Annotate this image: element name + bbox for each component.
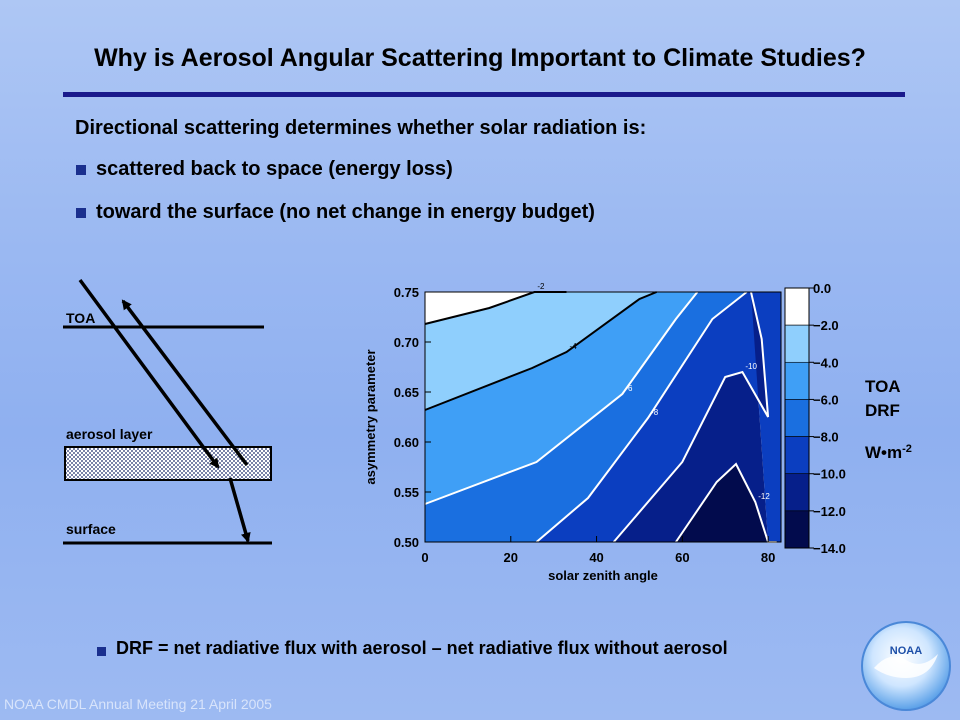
colorbar-title-line-1: TOA <box>865 377 901 396</box>
y-tick-label: 0.60 <box>394 435 419 450</box>
plot-area: -2 -4 -6 -8 -10 -12 <box>424 282 782 543</box>
title-underline <box>63 92 905 97</box>
bullet-text-2: toward the surface (no net change in ene… <box>96 201 595 223</box>
contour-line <box>424 291 699 505</box>
intro-text: Directional scattering determines whethe… <box>75 117 647 139</box>
bullet-square-icon <box>76 208 86 218</box>
slide-title: Why is Aerosol Angular Scattering Import… <box>94 44 866 72</box>
colorbar-band <box>784 287 810 326</box>
drf-definition: DRF = net radiative flux with aerosol – … <box>116 638 728 658</box>
colorbar-tick-label: −2.0 <box>813 318 839 333</box>
contour-labels: -2 -4 -6 -8 -10 -12 <box>537 282 770 501</box>
colorbar-frame <box>784 287 810 549</box>
colorbar-tick-label: −14.0 <box>813 541 846 556</box>
contour-line <box>535 291 748 543</box>
x-tick-label: 60 <box>675 550 689 565</box>
y-tick-label: 0.55 <box>394 485 419 500</box>
colorbar-tick-label: −10.0 <box>813 467 846 482</box>
colorbar-tick-label: −4.0 <box>813 355 839 370</box>
colorbar-unit-exponent: -2 <box>902 443 912 455</box>
plot-frame <box>424 291 782 543</box>
x-tick-label: 40 <box>589 550 603 565</box>
y-tick-label: 0.75 <box>394 285 419 300</box>
logo-bird-icon <box>874 654 938 678</box>
incoming-ray-arrow <box>78 278 220 469</box>
contour-fill-band-0 <box>425 292 657 410</box>
contour-label: -4 <box>570 342 578 351</box>
backscatter-ray-arrow <box>121 299 249 467</box>
colorbar-band <box>784 361 810 400</box>
colorbar-unit: W•m-2 <box>865 443 912 462</box>
contour-fill-band-1 <box>425 292 698 504</box>
contour-label: -12 <box>758 492 770 501</box>
colorbar-title-line-2: DRF <box>865 401 900 420</box>
colorbar-unit-base: W•m <box>865 443 902 462</box>
colorbar-tick-label: 0.0 <box>813 281 831 296</box>
scattering-schematic: TOA aerosol layer surface <box>63 278 272 545</box>
bullet-square-icon <box>97 647 106 656</box>
toa-label: TOA <box>66 310 95 326</box>
colorbar: 0.0 −2.0 −4.0 −6.0 −8.0 −10.0 −12.0 −14.0 <box>784 281 846 556</box>
contour-fill-band-3 <box>536 292 781 542</box>
y-tick-label: 0.65 <box>394 385 419 400</box>
colorbar-tick-label: −6.0 <box>813 392 839 407</box>
bullet-text-1: scattered back to space (energy loss) <box>96 158 453 180</box>
contour-label: -2 <box>537 282 545 291</box>
colorbar-band <box>784 473 810 512</box>
colorbar-band <box>784 436 810 475</box>
forward-scatter-ray-arrow <box>228 477 251 543</box>
y-tick-label: 0.50 <box>394 535 419 550</box>
contour-line <box>424 291 657 411</box>
x-axis-label: solar zenith angle <box>548 568 658 583</box>
contour-line <box>612 291 770 543</box>
logo-text: NOAA <box>890 645 922 657</box>
x-tick-label: 20 <box>504 550 518 565</box>
x-tick-label: 80 <box>761 550 775 565</box>
colorbar-band <box>784 399 810 437</box>
aerosol-layer-label: aerosol layer <box>66 426 153 442</box>
footer-text: NOAA CMDL Annual Meeting 21 April 2005 <box>4 696 272 712</box>
bullet-square-icon <box>76 165 86 175</box>
noaa-logo: NOAA <box>861 621 951 711</box>
y-axis-label: asymmetry parameter <box>363 349 378 484</box>
surface-label: surface <box>66 521 116 537</box>
colorbar-tick-label: −12.0 <box>813 504 846 519</box>
y-axis: 0.50 0.55 0.60 0.65 0.70 0.75 <box>394 285 431 550</box>
aerosol-layer <box>64 446 272 481</box>
x-axis: 0 20 40 60 80 <box>421 536 775 565</box>
contour-fills <box>425 292 781 542</box>
colorbar-band <box>784 324 810 363</box>
y-tick-label: 0.70 <box>394 335 419 350</box>
contour-label: -6 <box>625 384 633 393</box>
contour-label: -8 <box>651 408 659 417</box>
drf-contour-chart: -2 -4 -6 -8 -10 -12 0 20 40 60 80 0.50 0.55 0.60 0.6… <box>363 281 912 583</box>
colorbar-band <box>784 510 810 549</box>
contour-label: -10 <box>745 362 757 371</box>
x-tick-label: 0 <box>421 550 428 565</box>
colorbar-tick-label: −8.0 <box>813 430 839 445</box>
contour-fill-band-2 <box>425 292 747 542</box>
